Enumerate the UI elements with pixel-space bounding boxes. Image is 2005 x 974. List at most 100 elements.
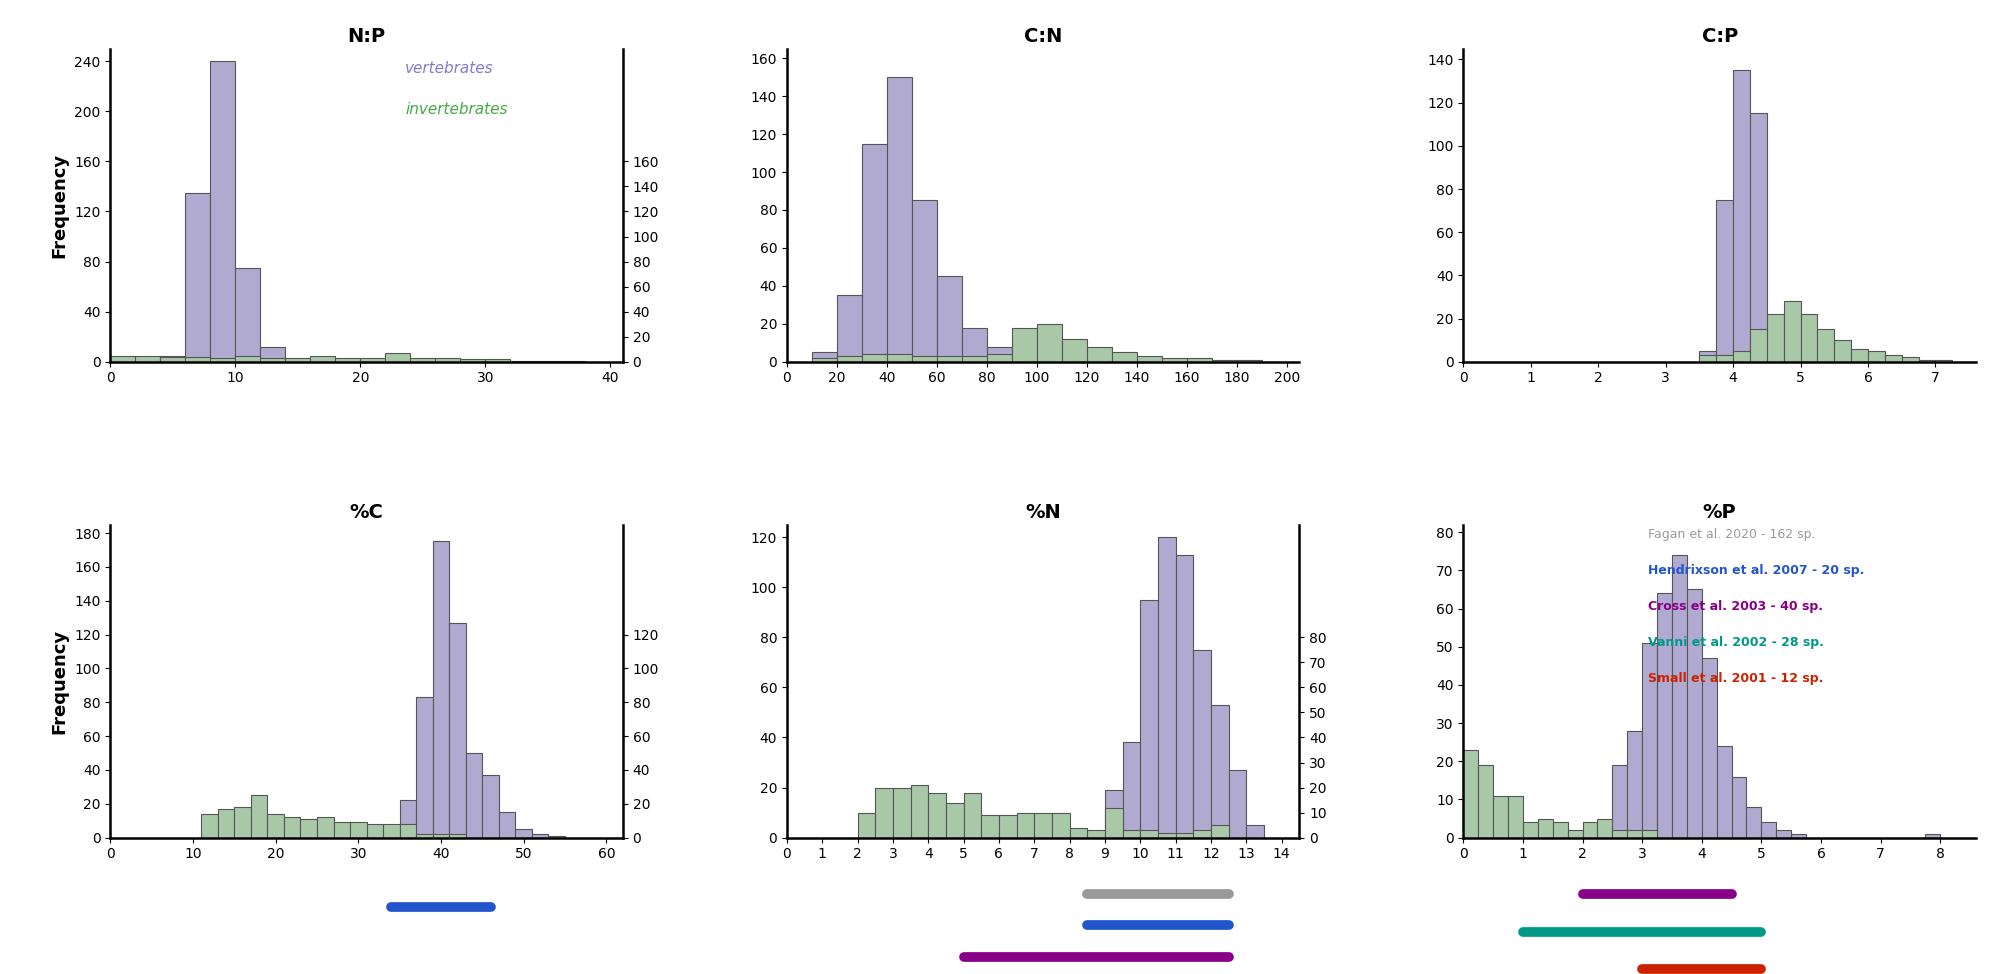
Bar	[1698, 351, 1716, 361]
Bar	[1123, 742, 1139, 838]
Bar	[998, 815, 1017, 838]
Bar	[928, 793, 946, 838]
Title: N:P: N:P	[347, 26, 385, 46]
Bar	[285, 817, 301, 838]
Bar	[1800, 315, 1817, 361]
Bar	[892, 788, 910, 838]
Bar	[465, 753, 481, 838]
Bar	[267, 814, 285, 838]
Bar	[1596, 818, 1612, 838]
Bar	[515, 829, 531, 838]
Bar	[433, 835, 449, 838]
Title: C:N: C:N	[1023, 26, 1063, 46]
Y-axis label: Frequency: Frequency	[50, 153, 68, 258]
Bar	[415, 835, 433, 838]
Bar	[110, 356, 134, 361]
Bar	[986, 355, 1011, 361]
Bar	[1011, 356, 1037, 361]
Bar	[1732, 70, 1748, 361]
Bar	[1626, 730, 1642, 838]
Bar	[1538, 818, 1552, 838]
Bar	[1656, 593, 1670, 838]
Bar	[1716, 356, 1732, 361]
Bar	[261, 347, 285, 361]
Bar	[285, 360, 311, 361]
Bar	[812, 353, 836, 361]
Text: Hendrixson et al. 2007 - 20 sp.: Hendrixson et al. 2007 - 20 sp.	[1646, 564, 1863, 577]
Bar	[1686, 589, 1700, 838]
Bar	[980, 815, 998, 838]
Bar	[1139, 600, 1157, 838]
Bar	[1229, 770, 1245, 838]
Bar	[1105, 790, 1123, 838]
Bar	[383, 824, 399, 838]
Bar	[211, 61, 235, 361]
Text: Cross et al. 2003 - 40 sp.: Cross et al. 2003 - 40 sp.	[1646, 600, 1823, 613]
Bar	[1760, 822, 1774, 838]
Bar	[1552, 822, 1566, 838]
Bar	[499, 812, 515, 838]
Bar	[311, 356, 335, 361]
Bar	[1935, 359, 1951, 361]
Text: Fagan et al. 2020 - 162 sp.: Fagan et al. 2020 - 162 sp.	[1646, 528, 1815, 541]
Bar	[1566, 830, 1582, 838]
Bar	[351, 822, 367, 838]
Bar	[1137, 356, 1161, 361]
Bar	[449, 622, 465, 838]
Bar	[1670, 555, 1686, 838]
Bar	[1626, 830, 1642, 838]
Bar	[1245, 825, 1263, 838]
Bar	[399, 801, 415, 838]
Bar	[160, 356, 184, 361]
Bar	[459, 359, 485, 361]
Bar	[886, 355, 912, 361]
Bar	[1193, 830, 1211, 838]
Bar	[547, 836, 565, 838]
Bar	[1748, 114, 1766, 361]
Bar	[1774, 830, 1790, 838]
Bar	[1061, 339, 1087, 361]
Bar	[559, 360, 585, 361]
Bar	[261, 358, 285, 361]
Bar	[433, 542, 449, 838]
Bar	[1851, 349, 1867, 361]
Bar	[960, 356, 986, 361]
Bar	[160, 356, 184, 361]
Bar	[301, 819, 317, 838]
Bar	[962, 793, 980, 838]
Bar	[251, 796, 267, 838]
Bar	[1782, 301, 1800, 361]
Bar	[531, 835, 547, 838]
Bar	[1766, 315, 1782, 361]
Bar	[1522, 822, 1538, 838]
Bar	[411, 358, 435, 361]
Bar	[361, 358, 385, 361]
Bar	[886, 77, 912, 361]
Bar	[1642, 830, 1656, 838]
Bar	[509, 360, 535, 361]
Bar	[1833, 340, 1851, 361]
Bar	[1193, 650, 1211, 838]
Bar	[1732, 351, 1748, 361]
Bar	[1157, 537, 1175, 838]
Bar	[1464, 750, 1478, 838]
Bar	[1017, 812, 1035, 838]
Bar	[335, 358, 361, 361]
Bar	[1237, 359, 1261, 361]
Text: Vanni et al. 2002 - 28 sp.: Vanni et al. 2002 - 28 sp.	[1646, 636, 1823, 649]
Bar	[1817, 329, 1833, 361]
Bar	[1037, 323, 1061, 361]
Bar	[285, 358, 311, 361]
Bar	[1867, 351, 1885, 361]
Bar	[235, 356, 261, 361]
Bar	[235, 807, 251, 838]
Bar	[385, 353, 411, 361]
Bar	[1087, 830, 1105, 838]
Bar	[946, 803, 962, 838]
Bar	[1492, 796, 1508, 838]
Bar	[1139, 830, 1157, 838]
Bar	[960, 327, 986, 361]
Bar	[211, 358, 235, 361]
Bar	[1746, 807, 1760, 838]
Bar	[1157, 833, 1175, 838]
